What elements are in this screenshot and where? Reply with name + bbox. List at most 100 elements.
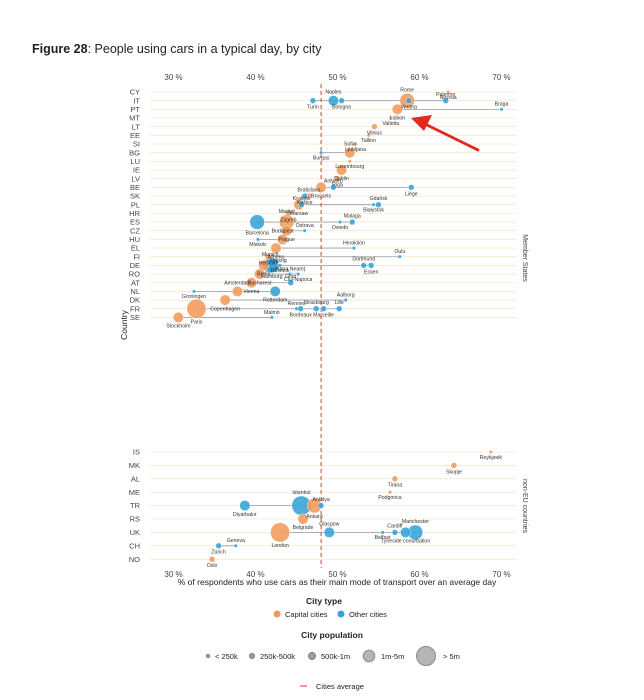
country-label-lv: LV [131,174,140,183]
label-warsaw: Warsaw [290,211,309,217]
point-miskolc [255,237,260,242]
point-burgas [319,150,324,155]
legend-pop-label-4: 1m-5m [381,652,404,661]
point-skopje [450,462,458,469]
label-luxembourg: Luxembourg [335,164,364,170]
country-label-se: SE [130,313,140,322]
point-essen [368,262,375,269]
country-label-es: ES [130,218,140,227]
country-label-sk: SK [130,192,140,201]
point-ljubljana [353,142,358,147]
label-burgas: Burgas [313,155,330,161]
label-oulu: Oulu [394,249,405,255]
label-vilnius: Vilnius [367,131,383,137]
label-madrid: Madrid [279,209,295,215]
point-antalya [318,502,325,509]
y-axis-label: Country [119,309,129,340]
country-label-hr: HR [129,209,140,218]
label-rotterdam: Rotterdam [263,298,287,304]
label-vienna: Vienna [243,289,259,295]
label-rostock: Rostock [271,268,290,274]
legend-capital-swatch [273,610,281,618]
label-athens: Athens [268,254,285,260]
country-label-no: NO [129,555,140,564]
country-label-rs: RS [130,515,140,524]
point-glasgow [323,527,335,538]
point-budapest [277,233,288,245]
country-label-al: AL [131,474,140,483]
point-gdansk [375,201,382,208]
label-lille: Lille [335,300,344,306]
arrow-shaft [425,123,480,152]
label-munich: Munich [262,252,279,258]
label-zurich: Zürich [211,550,226,556]
gridlines [150,91,517,560]
legend-city-type-title: City type [306,596,342,606]
label-manchester: Manchester [402,519,429,525]
point-tallinn [366,133,371,138]
country-label-pl: PL [131,200,140,209]
x-tick-top-70: 70 % [492,73,510,82]
point-rotterdam [269,286,281,297]
city-labels: Stockholm Groningen Paris Oslo Zürich Copenha… [166,87,508,569]
point-verona [405,97,412,104]
label-gdansk: Gdańsk [370,196,388,202]
label-verona: Verona [401,105,418,111]
label-istanbul: Istanbul [292,490,310,496]
point-valletta [388,116,393,121]
country-label-ro: RO [129,270,140,279]
label-palermo: Palermo [436,92,455,98]
point-malaga [349,218,356,226]
point-athens [270,242,282,254]
point-stockholm [173,312,184,323]
label-belgrade: Belgrade [293,525,314,531]
point-ostrava [302,228,307,233]
point-riga [334,175,341,182]
country-label-fi: FI [133,252,140,261]
label-antalya: Antalya [312,497,329,503]
point-cardiff [391,529,399,536]
country-label-is: IS [133,448,140,457]
label-essen: Essen [364,269,379,275]
point-podgorica [387,490,392,495]
country-labels: CYITPTMTLTEESIBGLUIELVBESKPLHRESCZHUELFI… [129,88,141,564]
point-bologna [338,97,345,104]
x-tick-bottom-60: 60 % [410,570,428,579]
legend-pop-size-1 [205,653,211,659]
country-label-fr: FR [130,304,141,313]
label-bordeaux: Bordeaux [289,313,312,319]
point-london [270,522,290,543]
label-graz: Graz [285,274,297,280]
point-zurich [215,542,222,549]
label-tallinn: Tallinn [361,138,376,144]
point-brussels [315,181,327,193]
label-sofia: Sofia [344,142,356,148]
country-label-de: DE [130,261,140,270]
point-vienna [245,277,257,289]
point-sofia [344,147,356,159]
country-label-mt: MT [129,114,140,123]
label-hamburg: Hamburg [261,274,282,280]
point-oslo [208,556,216,563]
country-label-el: EL [131,244,140,253]
point-helsinki [264,253,271,260]
country-label-si: SI [133,140,140,149]
figure-label: Figure 28 [32,42,88,56]
point-lille [336,305,343,312]
label-rennes: Rennes [288,301,306,307]
label-bia-ystok: Białystok [363,208,384,214]
label-leipzig: Leipzig [270,258,287,264]
country-label-lu: LU [130,157,140,166]
point-turin [309,97,317,104]
label-oslo: Oslo [207,563,218,569]
legend-pop-size-2 [248,652,256,660]
label-amsterdam: Amsterdam [224,280,251,286]
country-label-tr: TR [130,501,141,510]
figure-caption: : People using cars in a typical day, by… [87,42,322,56]
label-krakow: Kraków [293,196,311,202]
label-paris: Paris [191,319,203,325]
red-arrow-annotation [411,115,480,152]
point-barcelona [249,214,265,230]
legend-pop-size-3 [307,651,317,661]
legend-population-title: City population [301,630,363,640]
